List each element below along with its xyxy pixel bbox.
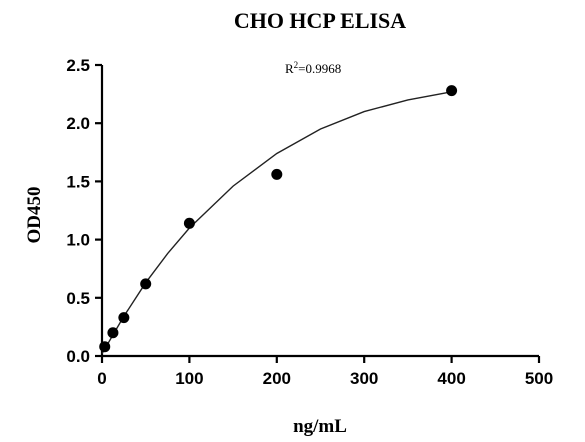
y-tick-label-2.0: 2.0 xyxy=(66,114,90,133)
y-tick-label-0.0: 0.0 xyxy=(66,347,90,366)
x-axis-label: ng/mL xyxy=(293,416,347,437)
y-tick-label-0.5: 0.5 xyxy=(66,289,90,308)
data-point xyxy=(140,278,152,290)
fit-curve xyxy=(101,91,452,355)
data-point xyxy=(183,217,195,229)
data-point xyxy=(118,312,130,324)
data-point xyxy=(271,168,283,180)
annotation-sup: 2 xyxy=(294,60,299,70)
x-tick-label-0: 0 xyxy=(97,369,106,388)
x-tick-label-300: 300 xyxy=(350,369,378,388)
annotation-rest: =0.9968 xyxy=(298,61,341,76)
y-tick-label-2.5: 2.5 xyxy=(66,56,90,75)
data-point xyxy=(99,341,111,353)
chart-title: CHO HCP ELISA xyxy=(234,8,406,33)
x-tick-label-100: 100 xyxy=(175,369,203,388)
x-tick-label-200: 200 xyxy=(263,369,291,388)
x-tick-label-500: 500 xyxy=(525,369,553,388)
data-point xyxy=(446,85,458,97)
x-tick-label-400: 400 xyxy=(437,369,465,388)
data-point xyxy=(107,327,119,339)
r-squared-annotation: R2=0.9968 xyxy=(285,60,341,76)
annotation-base: R xyxy=(285,61,294,76)
plot-area: 0 100 200 300 400 500 0.0 0.5 1.0 1.5 2.0 2.5 xyxy=(66,56,553,388)
y-tick-label-1.5: 1.5 xyxy=(66,172,90,191)
y-axis-label: OD450 xyxy=(24,187,45,244)
y-tick-label-1.0: 1.0 xyxy=(66,231,90,250)
